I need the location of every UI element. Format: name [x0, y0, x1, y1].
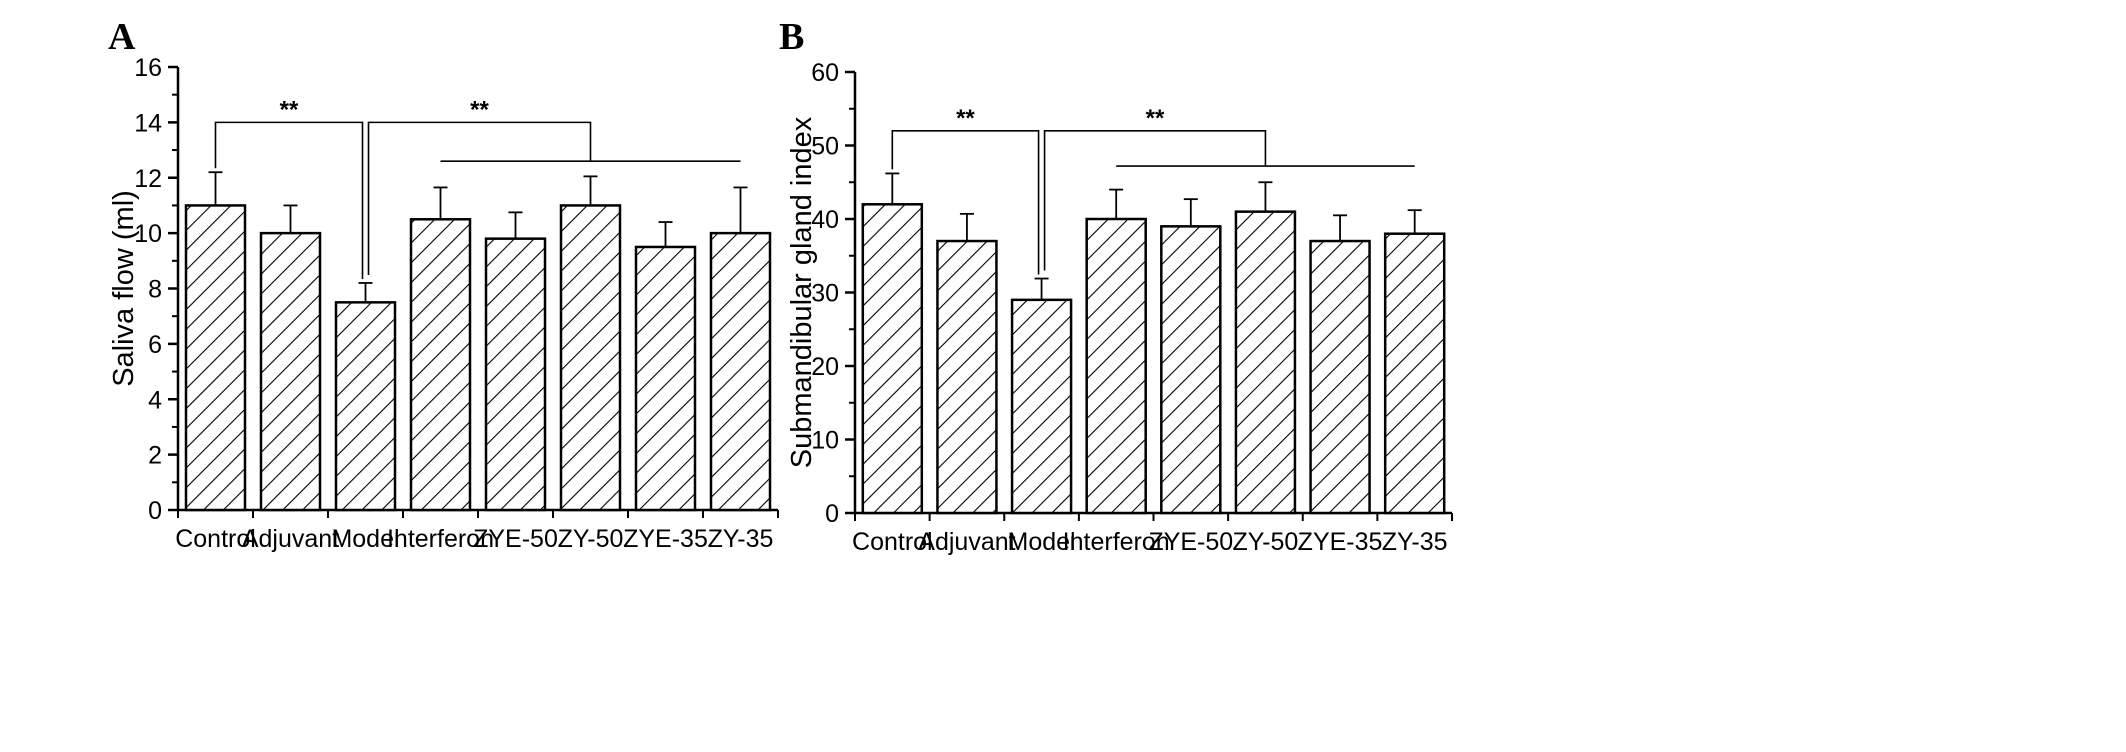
panel-b-bar-zye-35: [1309, 239, 1371, 515]
panel-a-category-label: ZYE-35: [623, 525, 708, 553]
panel-a-significance-label: **: [470, 96, 489, 123]
panel-b-bar-zy-35: [1383, 232, 1446, 515]
panel-b-category-label: Adjuvant: [918, 528, 1015, 556]
panel-a-y-tick-label: 14: [134, 109, 162, 137]
panel-a-y-axis-title: Saliva flow (ml): [108, 190, 140, 387]
panel-b-y-tick-label: 60: [811, 59, 839, 87]
panel-a-category-label: Model: [331, 525, 399, 553]
panel-b-y-tick-label: 40: [811, 206, 839, 234]
panel-a-letter: A: [108, 16, 136, 58]
panel-b-category-label: Model: [1008, 528, 1076, 556]
panel-a-category-label: Control: [175, 525, 256, 553]
panel-a-significance-bracket: [367, 121, 592, 275]
panel-b-y-axis-title: Submandibular gland index: [786, 116, 818, 468]
panel-b-y-tick-label: 0: [825, 500, 839, 528]
panel-b-category-label: Control: [852, 528, 933, 556]
panel-b-bar-control: [861, 203, 924, 515]
panel-a-category-label: Adjuvant: [242, 525, 339, 553]
panel-b-category-label: Interferon: [1063, 528, 1170, 556]
panel-b-bar-zy-50: [1234, 210, 1297, 515]
panel-b-y-tick-label: 30: [811, 280, 839, 308]
panel-b-significance-label: **: [1146, 105, 1165, 132]
panel-b-significance-label: **: [956, 105, 975, 132]
panel-a-category-label: ZYE-50: [473, 525, 558, 553]
panel-a-y-tick-label: 8: [148, 276, 162, 304]
panel-b-y-tick-label: 20: [811, 353, 839, 381]
panel-b-category-label: ZYE-35: [1298, 528, 1383, 556]
panel-b-bar-interferon: [1085, 217, 1147, 515]
panel-a-bar-zy-50: [559, 204, 622, 512]
panel-b-bar-model: [1010, 298, 1073, 515]
panel-a-y-tick-label: 4: [148, 386, 162, 414]
panel-a-bar-control: [184, 204, 247, 512]
panel-a-category-label: Interferon: [387, 525, 494, 553]
panel-b-y-tick-label: 50: [811, 133, 839, 161]
panel-a-y-tick-label: 16: [134, 54, 162, 82]
panel-b-significance-bracket: [1043, 130, 1267, 271]
panel-a-significance-label: **: [280, 96, 299, 123]
panel-a-bar-interferon: [409, 218, 472, 512]
panel-a-y-tick-label: 10: [134, 220, 162, 248]
panel-b-bar-adjuvant: [936, 239, 998, 515]
panel-a-category-label: ZY-35: [708, 525, 774, 553]
panel-b-bar-zye-50: [1160, 225, 1222, 515]
panel-b-letter: B: [779, 16, 804, 58]
panel-a-bar-zye-35: [634, 245, 697, 512]
chart-panel-b: B 0 10 20 30 40 50 60 ControlAdjuvantModelInterf…: [779, 16, 1453, 556]
panel-a-y-tick-label: 6: [148, 331, 162, 359]
panel-a-y-tick-label: 2: [148, 442, 162, 470]
panel-a-bar-adjuvant: [259, 231, 322, 512]
panel-a-bar-zye-50: [484, 237, 547, 512]
panel-b-category-label: ZY-50: [1233, 528, 1299, 556]
panel-a-category-label: ZY-50: [558, 525, 624, 553]
panel-b-y-tick-label: 10: [811, 427, 839, 455]
panel-b-category-label: ZYE-50: [1148, 528, 1233, 556]
panel-a-bar-zy-35: [709, 231, 772, 512]
panel-a-significance-bracket: [214, 121, 364, 279]
panel-b-category-label: ZY-35: [1382, 528, 1448, 556]
panel-a-bar-model: [334, 301, 397, 512]
panel-b-significance-bracket: [891, 130, 1040, 275]
panel-a-y-tick-label: 12: [134, 165, 162, 193]
chart-panel-a: A 0 2 4 6 8 10 12 14 16 ControlAdjuvantModelInterf…: [108, 16, 779, 553]
panel-a-y-tick-label: 0: [148, 497, 162, 525]
